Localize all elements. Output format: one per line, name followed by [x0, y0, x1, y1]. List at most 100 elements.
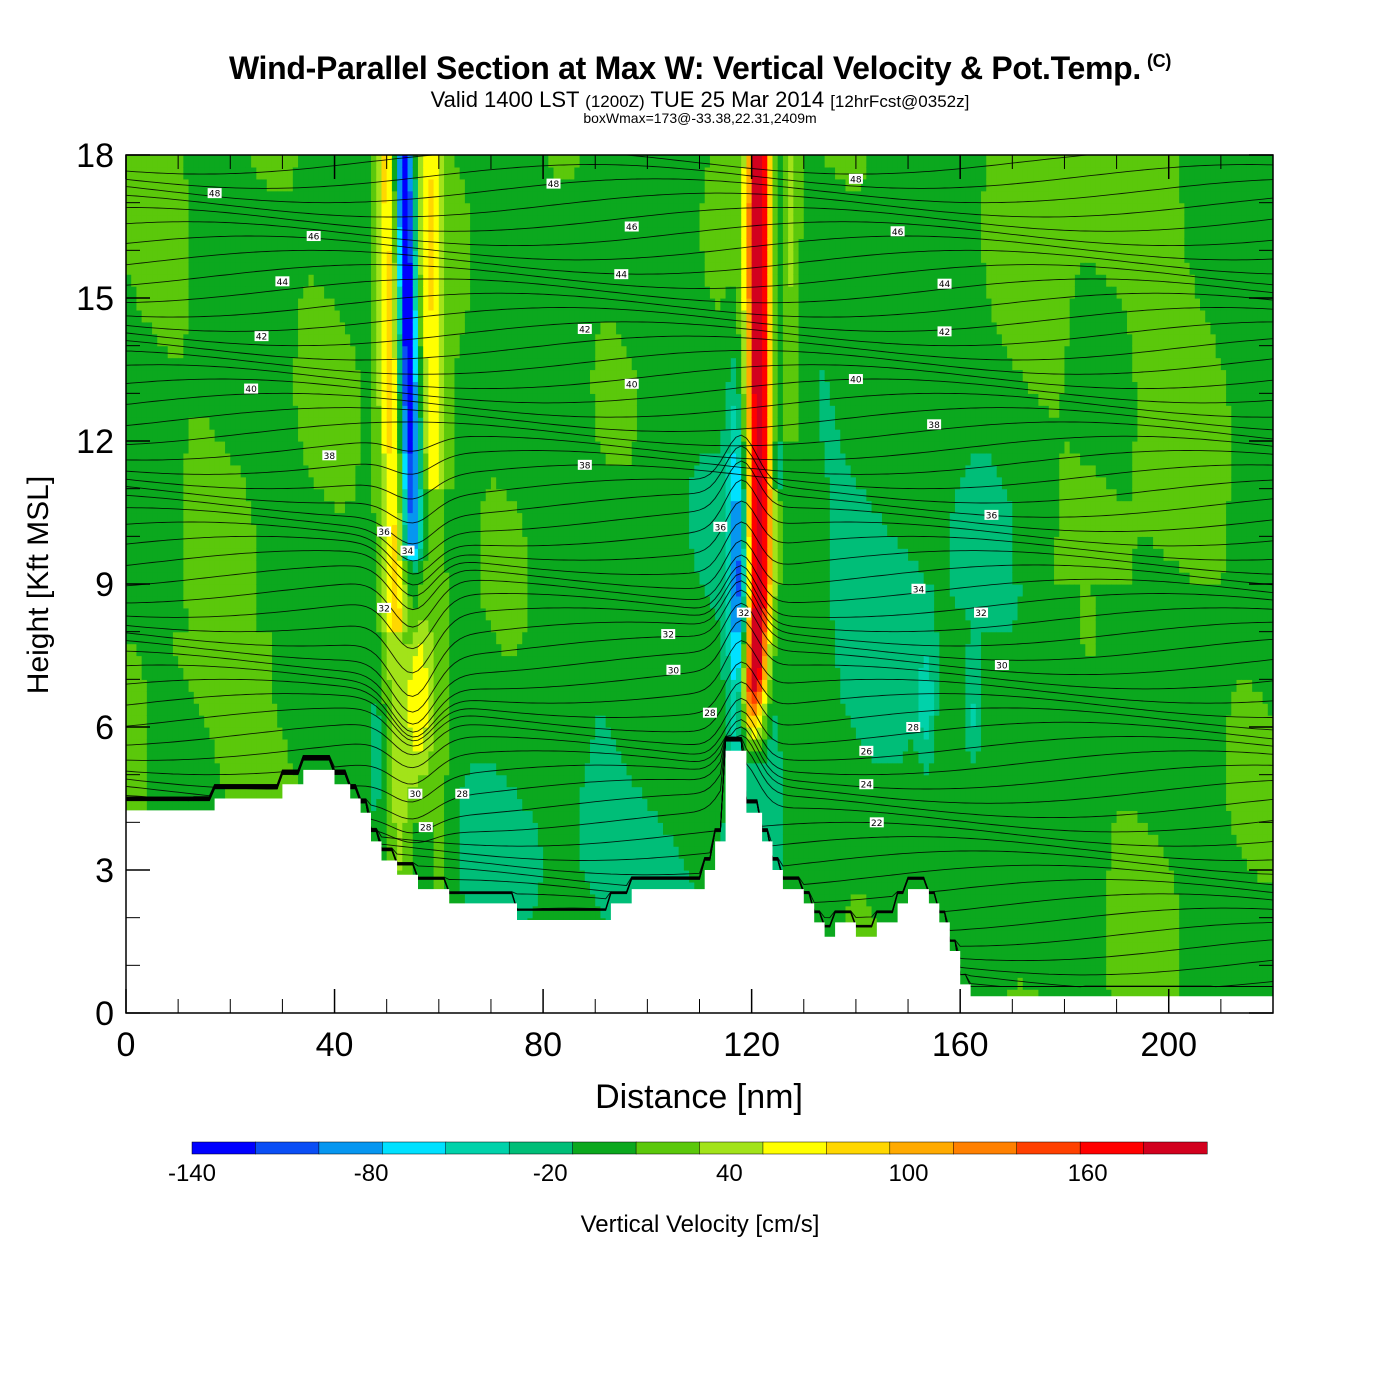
theta-label: 30 — [666, 664, 681, 676]
theta-label-bg — [702, 707, 717, 718]
box-wmax-info: boxWmax=173@-33.38,22.31,2409m — [583, 110, 817, 126]
theta-label-text: 44 — [616, 271, 628, 281]
theta-label: 36 — [713, 521, 728, 533]
theta-label: 28 — [418, 822, 433, 834]
colorbar-swatch — [382, 1141, 447, 1155]
chart-title: Wind-Parallel Section at Max W: Vertical… — [228, 50, 1172, 86]
theta-label: 38 — [927, 419, 942, 431]
theta-label: 46 — [890, 226, 905, 238]
theta-label-text: 40 — [245, 385, 257, 395]
theta-label-bg — [418, 822, 433, 833]
colorbar-tick-label: 40 — [716, 1160, 743, 1187]
colorbar-swatch — [1079, 1141, 1145, 1155]
theta-label: 38 — [322, 450, 337, 462]
theta-label-text: 46 — [892, 228, 904, 238]
theta-label-bg — [577, 323, 592, 334]
theta-label-bg — [661, 629, 676, 640]
chart-subtitle: Valid 1400 LST (1200Z) TUE 25 Mar 2014 [… — [0, 87, 1400, 113]
colorbar-swatch — [508, 1141, 574, 1155]
theta-label: 40 — [848, 374, 863, 386]
theta-label-bg — [859, 745, 874, 756]
theta-label: 28 — [906, 722, 921, 734]
colorbar-swatch — [1016, 1141, 1081, 1155]
theta-label-bg — [207, 188, 222, 199]
theta-label-bg — [736, 607, 751, 618]
colorbar-swatch — [572, 1141, 637, 1155]
theta-label: 28 — [455, 788, 470, 800]
theta-label-text: 30 — [668, 666, 680, 676]
theta-label-bg — [713, 521, 728, 532]
colorbar-swatch — [445, 1141, 510, 1155]
theta-label-text: 30 — [996, 662, 1008, 672]
theta-labels: 48 48 48 46 46 46 44 44 44 42 42 42 40 40 40 38 38 38 36 36… — [207, 173, 1009, 834]
theta-label-bg — [400, 545, 415, 556]
y-axis-label: Height [Kft MSL] — [22, 476, 55, 694]
terrain-mask-shape — [126, 750, 1273, 1013]
theta-label-bg — [244, 383, 259, 394]
theta-label-text: 46 — [626, 223, 638, 233]
theta-label: 32 — [661, 629, 676, 641]
theta-label: 48 — [848, 173, 863, 185]
theta-label: 42 — [577, 323, 592, 335]
theta-label-text: 32 — [662, 631, 673, 641]
theta-label-bg — [937, 278, 952, 289]
theta-label-text: 48 — [548, 180, 560, 190]
theta-label-bg — [577, 459, 592, 470]
theta-label-bg — [937, 326, 952, 337]
x-tick-label: 80 — [524, 1026, 562, 1064]
theta-label-bg — [666, 664, 681, 675]
theta-label: 32 — [736, 607, 751, 619]
colorbar-swatch — [1143, 1141, 1208, 1155]
theta-label-bg — [546, 178, 561, 189]
theta-label: 48 — [207, 188, 222, 200]
theta-label: 30 — [408, 788, 423, 800]
theta-label: 28 — [702, 707, 717, 719]
theta-label-bg — [974, 607, 989, 618]
x-tick-label: 160 — [932, 1026, 989, 1064]
theta-label-text: 44 — [939, 280, 951, 290]
theta-label-text: 46 — [308, 233, 320, 243]
theta-label: 24 — [859, 779, 874, 791]
theta-label: 42 — [254, 331, 269, 343]
theta-label: 48 — [546, 178, 561, 190]
theta-label-text: 40 — [850, 376, 862, 386]
x-tick-label: 120 — [723, 1026, 780, 1064]
theta-label-text: 28 — [420, 824, 432, 834]
theta-label-text: 42 — [939, 328, 950, 338]
theta-label: 34 — [911, 583, 926, 595]
theta-label-bg — [848, 374, 863, 385]
colorbar-swatch — [255, 1141, 320, 1155]
theta-label-bg — [848, 173, 863, 184]
x-tick-label: 200 — [1140, 1026, 1197, 1064]
theta-label-text: 28 — [704, 709, 716, 719]
theta-label: 42 — [937, 326, 952, 338]
theta-label-bg — [869, 817, 884, 828]
y-tick-label: 12 — [76, 423, 114, 461]
theta-label-text: 36 — [378, 528, 390, 538]
theta-label-text: 32 — [975, 609, 986, 619]
theta-label-bg — [624, 378, 639, 389]
terrain-mask — [126, 750, 1273, 1013]
theta-label: 44 — [614, 269, 629, 281]
colorbar-tick-label: -20 — [533, 1160, 568, 1187]
colorbar-tick-label: -80 — [354, 1160, 389, 1187]
theta-label-bg — [927, 419, 942, 430]
theta-label-text: 42 — [256, 333, 267, 343]
theta-label: 38 — [577, 459, 592, 471]
y-tick-label: 3 — [95, 852, 114, 890]
theta-label-text: 26 — [861, 747, 873, 757]
theta-label-bg — [377, 526, 392, 537]
theta-label-text: 24 — [861, 781, 873, 791]
theta-label-bg — [984, 509, 999, 520]
theta-label: 26 — [859, 745, 874, 757]
theta-label: 46 — [624, 221, 639, 233]
theta-label: 44 — [275, 276, 290, 288]
theta-label-bg — [624, 221, 639, 232]
theta-label-text: 28 — [457, 790, 469, 800]
theta-label-bg — [906, 722, 921, 732]
theta-label: 22 — [869, 817, 884, 829]
theta-label-text: 44 — [277, 278, 289, 288]
colorbar-swatch — [953, 1141, 1018, 1155]
valid-time: Valid 1400 LST — [430, 87, 580, 112]
theta-label-bg — [455, 788, 470, 799]
